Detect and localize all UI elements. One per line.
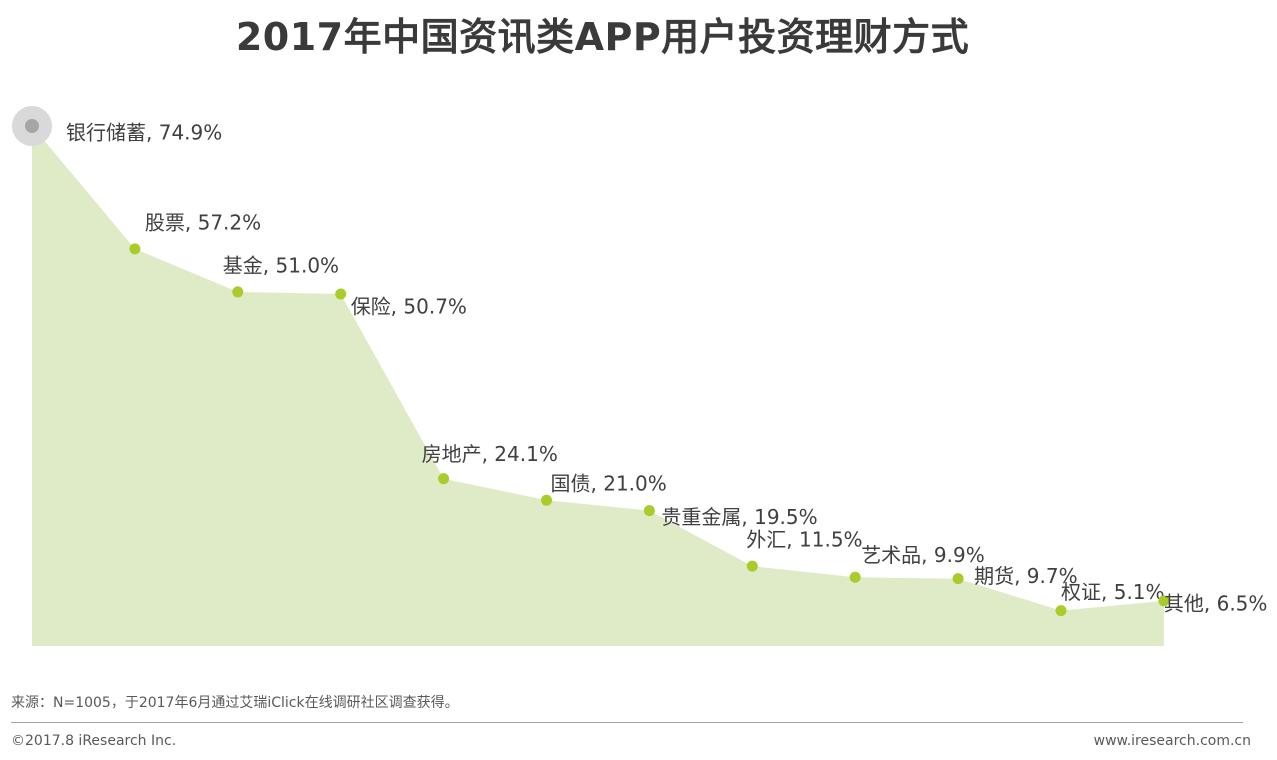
data-label: 其他, 6.5% [1164,591,1268,615]
data-label: 保险, 50.7% [351,295,467,319]
website-link[interactable]: www.iresearch.com.cn [1093,733,1251,749]
data-point-marker[interactable] [746,560,758,572]
data-point-marker[interactable] [25,119,39,133]
area-fill [32,126,1164,646]
data-label: 贵重金属, 19.5% [661,505,817,529]
data-point-marker[interactable] [1055,605,1067,617]
data-label: 国债, 21.0% [551,472,667,496]
data-label: 股票, 57.2% [145,210,261,234]
data-label: 房地产, 24.1% [422,442,558,466]
data-label: 银行储蓄, 74.9% [66,121,222,145]
data-point-marker[interactable] [335,288,347,300]
data-label: 艺术品, 9.9% [861,543,985,567]
data-point-marker[interactable] [541,494,552,506]
data-label: 权证, 5.1% [1061,580,1165,604]
area-chart: 银行储蓄, 74.9% 股票, 57.2% 基金, 51.0% 保险, 50.7% 房地… [12,106,1268,646]
data-point-marker[interactable] [129,243,141,255]
data-point-marker[interactable] [952,573,964,585]
data-point-marker[interactable] [643,505,655,517]
source-note: 来源：N=1005，于2017年6月通过艾瑞iClick在线调研社区调查获得。 [11,695,459,711]
data-label: 基金, 51.0% [223,253,339,277]
chart-title: 2017年中国资讯类APP用户投资理财方式 [235,15,970,59]
data-point-marker[interactable] [232,286,244,298]
data-label: 外汇, 11.5% [746,528,862,552]
data-point-marker[interactable] [849,571,861,583]
data-point-marker[interactable] [438,473,450,485]
footer-divider [11,722,1243,723]
data-point-marker[interactable] [1158,595,1170,607]
data-label: 期货, 9.7% [974,564,1078,588]
copyright: ©2017.8 iResearch Inc. [11,733,177,749]
